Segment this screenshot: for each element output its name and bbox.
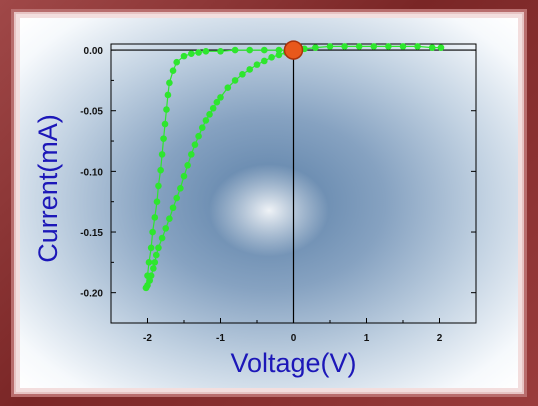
data-point [275,51,283,59]
data-point [158,151,166,158]
data-point [198,124,206,131]
data-point [261,57,268,65]
data-point [155,244,162,252]
y-tick-label: 0.00 [84,46,104,57]
data-point [202,47,210,55]
x-tick-label: -2 [143,333,152,344]
data-point [261,46,268,54]
data-point [151,214,159,221]
data-point [173,58,180,66]
x-tick-label: 2 [437,333,443,344]
data-point [145,259,153,266]
x-axis-title: Voltage(V) [230,348,356,378]
data-point [231,46,239,54]
y-axis-title: Current(mA) [33,114,63,263]
y-tick-label: -0.20 [80,289,103,300]
data-point [177,185,184,192]
x-tick-label: -1 [216,333,225,344]
data-point [209,104,217,112]
data-point [253,61,261,68]
y-tick-label: -0.05 [80,107,103,118]
origin-marker [283,40,304,60]
y-axis: 0.00 -0.05 -0.10 -0.15 -0.20 [80,46,476,324]
data-point [158,234,166,242]
data-point [239,71,246,78]
data-point [144,272,151,279]
data-point [206,111,213,118]
data-point [149,228,156,236]
data-point [166,79,173,87]
data-point [370,43,378,50]
data-point [191,141,199,148]
data-point [355,43,363,50]
data-point [231,77,239,84]
data-point [163,106,170,113]
data-point [217,47,224,55]
data-point [195,49,202,56]
data-point [169,67,177,74]
x-tick-label: 0 [291,333,297,344]
data-point [326,43,334,50]
data-point [169,204,177,212]
data-point [385,43,392,50]
data-point [188,50,195,58]
data-point [150,265,157,272]
data-point [184,162,191,169]
data-point [180,52,188,60]
data-point [162,225,170,232]
data-point [246,66,253,73]
data-point [217,94,224,101]
data-point [202,117,210,124]
data-point [164,91,172,99]
data-point [188,151,195,158]
data-point [414,43,421,50]
data-point [153,198,161,205]
data-point [157,166,164,174]
data-point [246,46,253,54]
y-tick-label: -0.10 [80,167,103,178]
data-point [341,43,348,50]
data-point [224,84,232,91]
data-point [142,284,150,292]
data-point [437,44,445,51]
y-tick-label: -0.15 [80,228,103,239]
plot-background [20,18,518,388]
data-series [142,43,445,292]
data-point [166,215,173,222]
data-point [180,172,188,180]
data-point [268,54,275,61]
data-point [275,46,283,54]
data-point [151,259,159,266]
data-point [152,251,160,259]
data-point [147,244,155,252]
data-point [155,182,162,190]
data-point [173,194,180,202]
x-tick-label: 1 [364,333,370,344]
data-point [428,44,436,51]
data-point [195,132,202,140]
data-point [399,43,407,50]
data-point [161,120,169,128]
data-point [160,135,167,142]
data-point [213,98,221,106]
series-line [145,45,441,289]
data-point [312,44,319,51]
